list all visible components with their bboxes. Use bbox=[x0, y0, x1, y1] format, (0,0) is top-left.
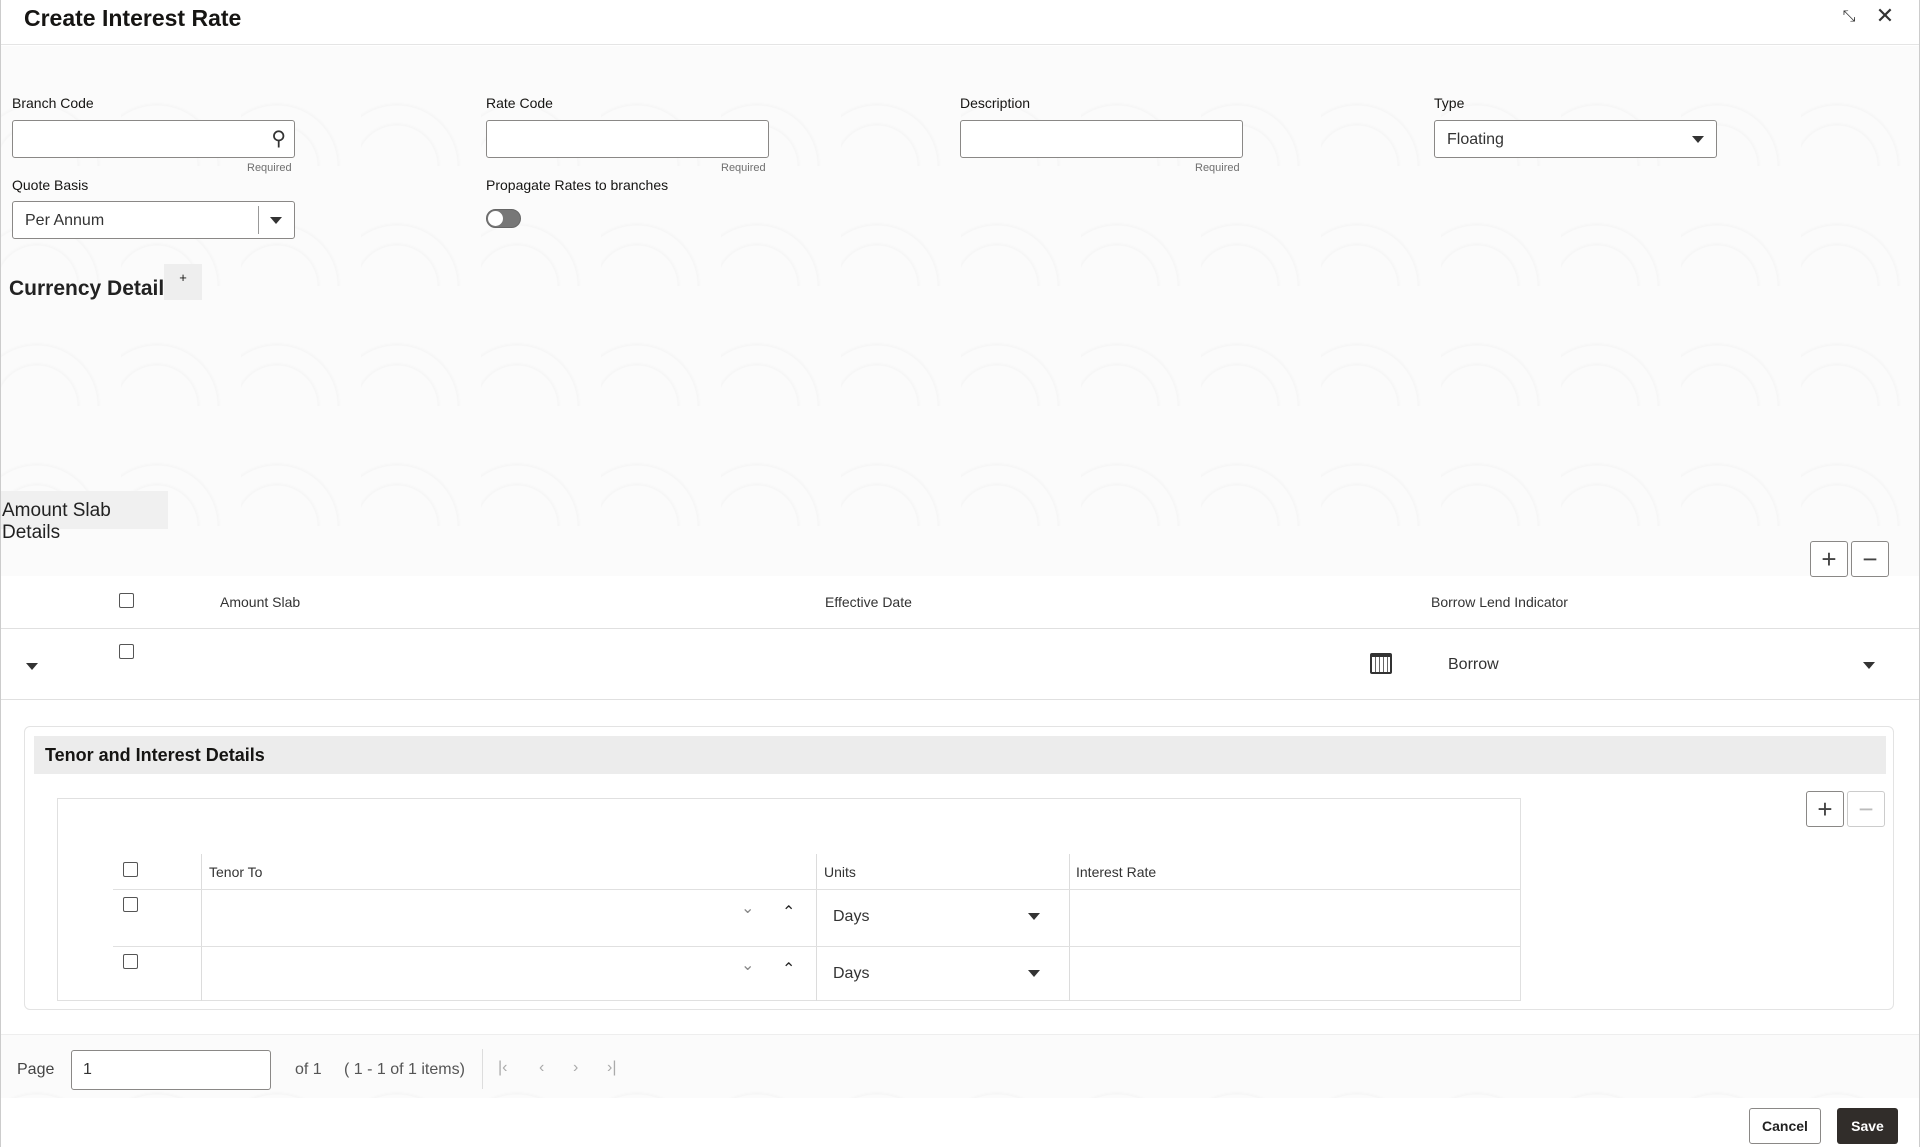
rate-code-label: Rate Code bbox=[486, 95, 553, 111]
currency-details-title: Currency Details bbox=[9, 277, 176, 300]
description-label: Description bbox=[960, 95, 1031, 111]
close-icon[interactable]: ✕ bbox=[1875, 3, 1895, 28]
row-checkbox[interactable] bbox=[123, 954, 138, 969]
divider bbox=[816, 854, 817, 1001]
page-count: of 1 bbox=[295, 1061, 322, 1078]
row-checkbox[interactable] bbox=[119, 644, 134, 659]
divider bbox=[1069, 854, 1070, 1001]
type-select[interactable]: Floating bbox=[1434, 120, 1717, 158]
decrement-icon[interactable]: ⌄ bbox=[741, 900, 755, 917]
last-page-icon[interactable]: ›| bbox=[607, 1059, 617, 1076]
dialog-header: Create Interest Rate ⤡ ✕ bbox=[0, 0, 1920, 45]
branch-code-input[interactable]: ⚲ bbox=[12, 120, 295, 158]
column-header: Units bbox=[824, 864, 856, 880]
divider bbox=[0, 628, 1919, 629]
propagate-toggle[interactable] bbox=[486, 209, 521, 228]
table-row: Borrow bbox=[0, 629, 1919, 699]
next-page-icon[interactable]: › bbox=[573, 1059, 579, 1076]
previous-page-icon[interactable]: ‹ bbox=[539, 1059, 545, 1076]
amount-slab-title: Amount Slab Details bbox=[0, 491, 168, 543]
propagate-label: Propagate Rates to branches bbox=[486, 177, 669, 193]
row-checkbox[interactable] bbox=[123, 897, 138, 912]
chevron-down-icon bbox=[1692, 136, 1704, 143]
column-header: Borrow Lend Indicator bbox=[1431, 594, 1568, 610]
rate-code-input[interactable] bbox=[486, 120, 769, 158]
chevron-down-icon[interactable] bbox=[1028, 913, 1040, 920]
pagination-bar: Page 1 of 1 ( 1 - 1 of 1 items) |‹ ‹ › ›… bbox=[1, 1034, 1919, 1098]
toggle-knob bbox=[488, 211, 503, 226]
table-row: ⌄ ⌃ Days bbox=[58, 890, 1520, 946]
divider bbox=[482, 1049, 483, 1089]
table-row: ⌄ ⌃ Days bbox=[58, 947, 1520, 1001]
type-label: Type bbox=[1434, 95, 1465, 111]
divider bbox=[201, 854, 202, 1001]
quote-basis-select[interactable]: Per Annum bbox=[12, 201, 295, 239]
items-count: ( 1 - 1 of 1 items) bbox=[344, 1061, 465, 1078]
units-value[interactable]: Days bbox=[833, 965, 870, 982]
remove-tenor-button[interactable]: − bbox=[1847, 791, 1885, 827]
save-button[interactable]: Save bbox=[1837, 1108, 1898, 1144]
tenor-panel: Tenor and Interest Details + − Tenor To … bbox=[24, 726, 1894, 1010]
column-header: Amount Slab bbox=[220, 594, 301, 610]
branch-code-required: Required bbox=[247, 162, 292, 174]
borrow-lend-value[interactable]: Borrow bbox=[1448, 656, 1499, 673]
amount-slab-table: Amount Slab Effective Date Borrow Lend I… bbox=[0, 580, 1919, 705]
tenor-to-input[interactable] bbox=[208, 955, 728, 985]
chevron-down-icon[interactable] bbox=[1028, 970, 1040, 977]
page-title: Create Interest Rate bbox=[24, 5, 242, 31]
remove-row-button[interactable]: − bbox=[1851, 541, 1889, 577]
decrement-icon[interactable]: ⌄ bbox=[741, 957, 755, 974]
chevron-down-icon bbox=[270, 217, 282, 224]
divider bbox=[113, 889, 1521, 890]
type-value: Floating bbox=[1447, 131, 1504, 148]
compress-icon[interactable]: ⤡ bbox=[1842, 8, 1856, 25]
divider bbox=[258, 206, 259, 234]
column-header: Effective Date bbox=[825, 594, 912, 610]
calendar-icon[interactable] bbox=[1370, 653, 1392, 674]
rate-code-required: Required bbox=[721, 162, 766, 174]
select-all-checkbox[interactable] bbox=[123, 862, 138, 877]
increment-icon[interactable]: ⌃ bbox=[782, 961, 796, 978]
add-row-button[interactable]: + bbox=[1810, 541, 1848, 577]
page-input[interactable]: 1 bbox=[71, 1050, 271, 1090]
quote-basis-label: Quote Basis bbox=[12, 177, 89, 193]
add-tenor-button[interactable]: + bbox=[1806, 791, 1844, 827]
cancel-button[interactable]: Cancel bbox=[1749, 1108, 1821, 1144]
page-label: Page bbox=[17, 1061, 55, 1078]
description-input[interactable] bbox=[960, 120, 1243, 158]
column-header: Interest Rate bbox=[1076, 864, 1157, 880]
tenor-to-input[interactable] bbox=[208, 898, 728, 928]
first-page-icon[interactable]: |‹ bbox=[498, 1059, 508, 1076]
search-icon[interactable]: ⚲ bbox=[271, 128, 286, 150]
tenor-title: Tenor and Interest Details bbox=[45, 745, 265, 765]
expand-row-icon[interactable] bbox=[26, 663, 38, 670]
description-required: Required bbox=[1195, 162, 1240, 174]
divider bbox=[0, 699, 1919, 700]
tenor-table: Tenor To Units Interest Rate ⌄ ⌃ Days ⌄ … bbox=[57, 798, 1521, 1001]
select-all-checkbox[interactable] bbox=[119, 593, 134, 608]
column-header: Tenor To bbox=[209, 864, 263, 880]
increment-icon[interactable]: ⌃ bbox=[782, 904, 796, 921]
divider bbox=[113, 946, 1521, 947]
page-value: 1 bbox=[83, 1061, 92, 1078]
add-currency-button[interactable]: + bbox=[164, 264, 202, 300]
branch-code-label: Branch Code bbox=[12, 95, 94, 111]
tenor-panel-header: Tenor and Interest Details bbox=[34, 736, 1886, 774]
units-value[interactable]: Days bbox=[833, 908, 870, 925]
chevron-down-icon[interactable] bbox=[1863, 662, 1875, 669]
quote-basis-value: Per Annum bbox=[25, 212, 105, 229]
